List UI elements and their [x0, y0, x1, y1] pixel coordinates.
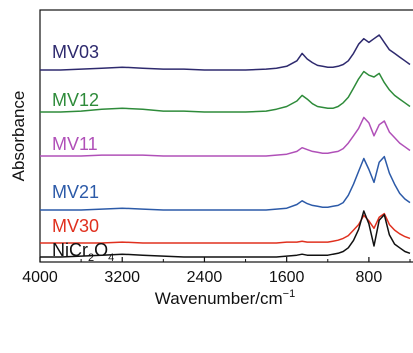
x-tick-label: 3200 [104, 269, 140, 286]
series-line-mv11 [40, 116, 411, 157]
x-axis-ticks: 4000 3200 2400 1600 800 [22, 257, 411, 286]
series-line-nicr2o4 [40, 210, 411, 258]
series-line-mv21 [40, 155, 411, 211]
series-label-mv11: MV11 [52, 134, 98, 154]
y-axis-title: Absorbance [9, 91, 28, 182]
series-labels: MV03 MV12 MV11 MV21 MV30 NiCr2O4 [52, 42, 114, 264]
series-line-mv03 [40, 34, 411, 71]
series-line-mv30 [40, 212, 411, 244]
series-label-mv21: MV21 [52, 182, 99, 202]
series-label-mv12: MV12 [52, 90, 99, 110]
series-label-nicr2o4: NiCr2O4 [52, 240, 114, 264]
series-label-mv03: MV03 [52, 42, 99, 62]
x-tick-label: 1600 [269, 269, 305, 286]
plot-border [39, 9, 413, 263]
series-line-mv12 [40, 70, 411, 113]
plot-frame [39, 9, 413, 263]
x-axis-title-superscript: −1 [283, 288, 296, 300]
series-label-mv30: MV30 [52, 216, 99, 236]
x-tick-label: 2400 [187, 269, 223, 286]
series-layer [40, 34, 411, 258]
x-tick-label: 800 [356, 269, 383, 286]
x-axis-title: Wavenumber/cm−1 [155, 288, 295, 308]
x-tick-label: 4000 [22, 269, 58, 286]
